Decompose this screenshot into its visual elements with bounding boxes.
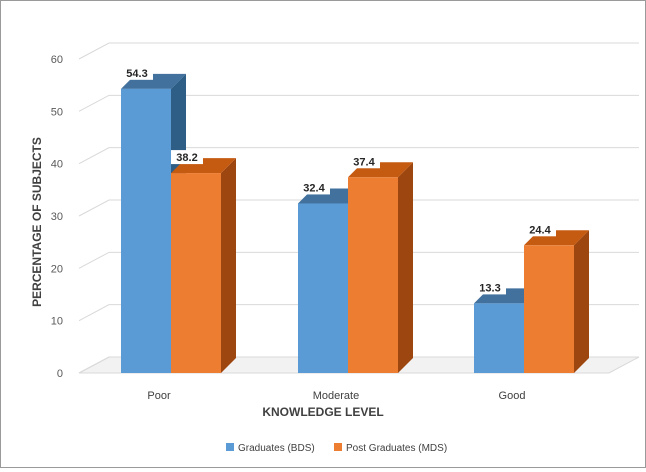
gridline (78, 42, 639, 60)
data-label: 24.4 (524, 222, 556, 237)
bar-side (398, 162, 413, 373)
legend-swatch-mds (334, 443, 342, 451)
y-tick-label: 20 (51, 263, 63, 275)
data-label-text: 32.4 (303, 182, 325, 194)
data-label-box (474, 280, 506, 295)
y-tick-label: 10 (51, 316, 63, 328)
data-label-box (348, 154, 380, 169)
bar-front (171, 173, 221, 373)
bar-front (474, 303, 524, 373)
gridline (78, 147, 639, 165)
bar-side (221, 158, 236, 373)
data-label-text: 54.3 (126, 68, 147, 80)
y-axis-label: PERCENTAGE OF SUBJECTS (30, 137, 44, 307)
data-label: 13.3 (474, 280, 506, 295)
data-label: 37.4 (348, 154, 380, 169)
gridline (78, 251, 639, 269)
bar-side (574, 230, 589, 373)
bar-poor-mds (171, 158, 236, 373)
y-tick-label: 60 (51, 54, 63, 66)
data-label-text: 38.2 (176, 152, 197, 164)
gridline (78, 304, 639, 322)
y-axis-ticks: 0 10 20 30 40 50 60 (51, 54, 63, 380)
data-label-text: 13.3 (479, 282, 500, 294)
bar-front (298, 203, 348, 373)
legend-label-bds: Graduates (BDS) (238, 443, 315, 454)
gridline (78, 356, 639, 374)
x-tick-label-good: Good (499, 390, 526, 402)
bar-front (524, 245, 574, 373)
data-label-box (524, 222, 556, 237)
y-tick-label: 50 (51, 106, 63, 118)
data-label-text: 24.4 (529, 224, 551, 236)
bar-front (121, 88, 171, 373)
gridline (78, 199, 639, 217)
gridline (78, 94, 639, 112)
bar-moderate-mds (348, 162, 413, 373)
bar-front (348, 177, 398, 373)
data-label: 32.4 (298, 180, 330, 195)
x-axis-label: KNOWLEDGE LEVEL (262, 405, 383, 419)
legend-swatch-bds (226, 443, 234, 451)
data-label-box (121, 65, 153, 80)
y-tick-label: 0 (57, 368, 63, 380)
bar-good-mds (524, 230, 589, 373)
y-tick-label: 30 (51, 211, 63, 223)
data-labels: 54.3 38.2 32.4 37.4 13.3 24.4 (121, 65, 556, 295)
data-label: 54.3 (121, 65, 153, 80)
x-axis-ticks: Poor Moderate Good (147, 390, 525, 402)
data-label-box (298, 180, 330, 195)
data-label: 38.2 (171, 150, 203, 165)
legend: Graduates (BDS) Post Graduates (MDS) (226, 443, 447, 454)
data-label-text: 37.4 (353, 156, 375, 168)
legend-label-mds: Post Graduates (MDS) (346, 443, 447, 454)
x-tick-label-moderate: Moderate (313, 390, 359, 402)
bars (121, 73, 589, 373)
y-tick-label: 40 (51, 159, 63, 171)
data-label-box (171, 150, 203, 165)
x-tick-label-poor: Poor (147, 390, 171, 402)
